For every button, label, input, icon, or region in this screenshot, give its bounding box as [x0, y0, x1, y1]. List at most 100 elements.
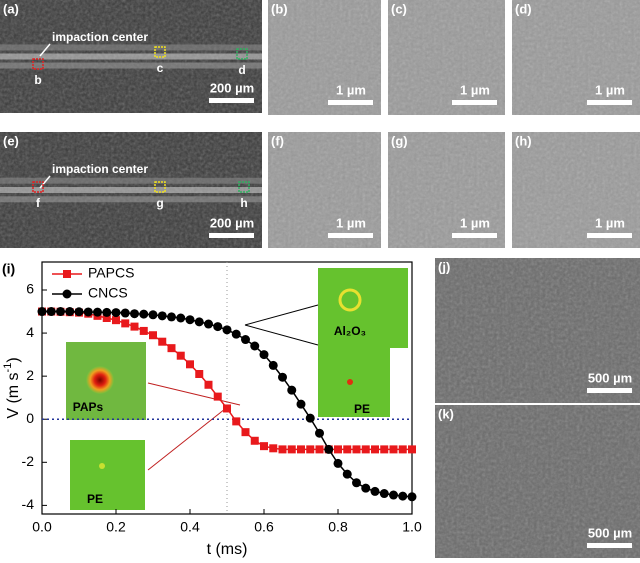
chart: (i) -4 -2 0 2 4 6 0.0 0.2 0.4 0.6 0.8 1.0 t (ms) V (m …	[2, 261, 422, 559]
point	[342, 469, 352, 479]
point	[204, 319, 213, 329]
point	[305, 413, 315, 423]
point	[223, 404, 231, 413]
roi-box	[238, 181, 250, 193]
roi-label: c	[157, 61, 164, 75]
y-tick-label: -4	[22, 496, 35, 512]
sem-texture	[268, 0, 381, 115]
point	[250, 341, 260, 351]
inset-sim	[318, 268, 408, 348]
y-tick-label: 2	[26, 367, 34, 383]
point	[297, 445, 305, 454]
point	[139, 326, 148, 335]
point	[379, 489, 389, 499]
point	[167, 312, 176, 322]
y-label-text: V (m s	[5, 372, 22, 418]
point	[46, 307, 56, 317]
scale-bar	[328, 233, 373, 238]
roi-box	[236, 48, 248, 60]
point	[398, 445, 407, 454]
x-tick-label: 1.0	[402, 519, 422, 535]
point	[343, 445, 352, 454]
point	[112, 316, 120, 325]
point	[352, 478, 361, 488]
x-tick-label: 0.6	[254, 519, 274, 535]
panel-label: (d)	[515, 1, 532, 16]
point	[278, 372, 287, 382]
point	[176, 351, 185, 360]
x-axis-label: t (ms)	[207, 541, 248, 558]
sem-band	[0, 53, 262, 60]
sem-texture	[388, 132, 505, 248]
point	[306, 445, 315, 454]
point	[121, 319, 130, 328]
scale-bar	[209, 233, 254, 238]
point	[186, 360, 194, 369]
x-tick-label: 0.0	[32, 519, 52, 535]
scale-bar	[452, 100, 497, 105]
y-tick-label: 6	[26, 281, 34, 297]
sem-texture	[388, 0, 505, 115]
y-axis-label: V (m s-1)	[2, 357, 22, 418]
sem-texture	[435, 258, 640, 403]
sem-texture	[268, 132, 381, 248]
point	[222, 325, 232, 335]
point	[278, 445, 287, 454]
scale-bar	[587, 388, 632, 393]
inset-sim	[70, 440, 145, 510]
inset-ring	[338, 288, 362, 312]
point	[83, 307, 93, 317]
sem-texture	[435, 405, 640, 558]
scale-label: 1 µm	[336, 82, 366, 97]
panel-label: (h)	[515, 133, 532, 148]
inset-dot	[99, 463, 105, 469]
x-tick-label: 0.8	[328, 519, 348, 535]
arrow	[147, 404, 231, 471]
scale-label: 1 µm	[460, 82, 490, 97]
scale-label: 1 µm	[595, 82, 625, 97]
point	[361, 483, 371, 493]
y-tick-label: -2	[22, 453, 35, 469]
inset-label: PAPs	[73, 400, 104, 414]
scale-label: 1 µm	[336, 215, 366, 230]
legend-label: CNCS	[88, 285, 128, 301]
point	[149, 331, 157, 340]
point	[241, 428, 250, 437]
scale-label: 1 µm	[460, 215, 490, 230]
point	[333, 458, 343, 468]
scale-bar	[209, 98, 254, 103]
point	[259, 350, 269, 360]
roi-label: h	[240, 196, 247, 210]
point	[195, 370, 204, 378]
point	[176, 313, 186, 323]
point	[65, 307, 75, 317]
roi-label: b	[34, 73, 41, 87]
scale-bar	[452, 233, 497, 238]
roi-box	[154, 46, 166, 58]
point	[232, 417, 241, 426]
point	[167, 344, 176, 353]
inset-label: PE	[87, 492, 103, 506]
point	[158, 337, 167, 346]
point	[380, 445, 389, 454]
point	[371, 445, 379, 454]
scale-label: 500 µm	[588, 370, 632, 385]
roi-label: d	[238, 63, 245, 77]
point	[139, 309, 149, 319]
arrow	[244, 324, 319, 346]
sem-texture	[512, 0, 640, 115]
panel-label: (j)	[438, 259, 450, 274]
point	[408, 445, 416, 454]
inset-sim	[318, 345, 390, 417]
point	[315, 428, 324, 438]
roi-box	[154, 181, 166, 193]
point	[74, 307, 84, 317]
scale-label: 200 µm	[210, 80, 254, 95]
panel-label: (c)	[391, 1, 407, 16]
scale-label: 500 µm	[588, 525, 632, 540]
y-tick-label: 0	[26, 410, 34, 426]
scale-bar	[587, 233, 632, 238]
panel-label: (e)	[3, 133, 19, 148]
